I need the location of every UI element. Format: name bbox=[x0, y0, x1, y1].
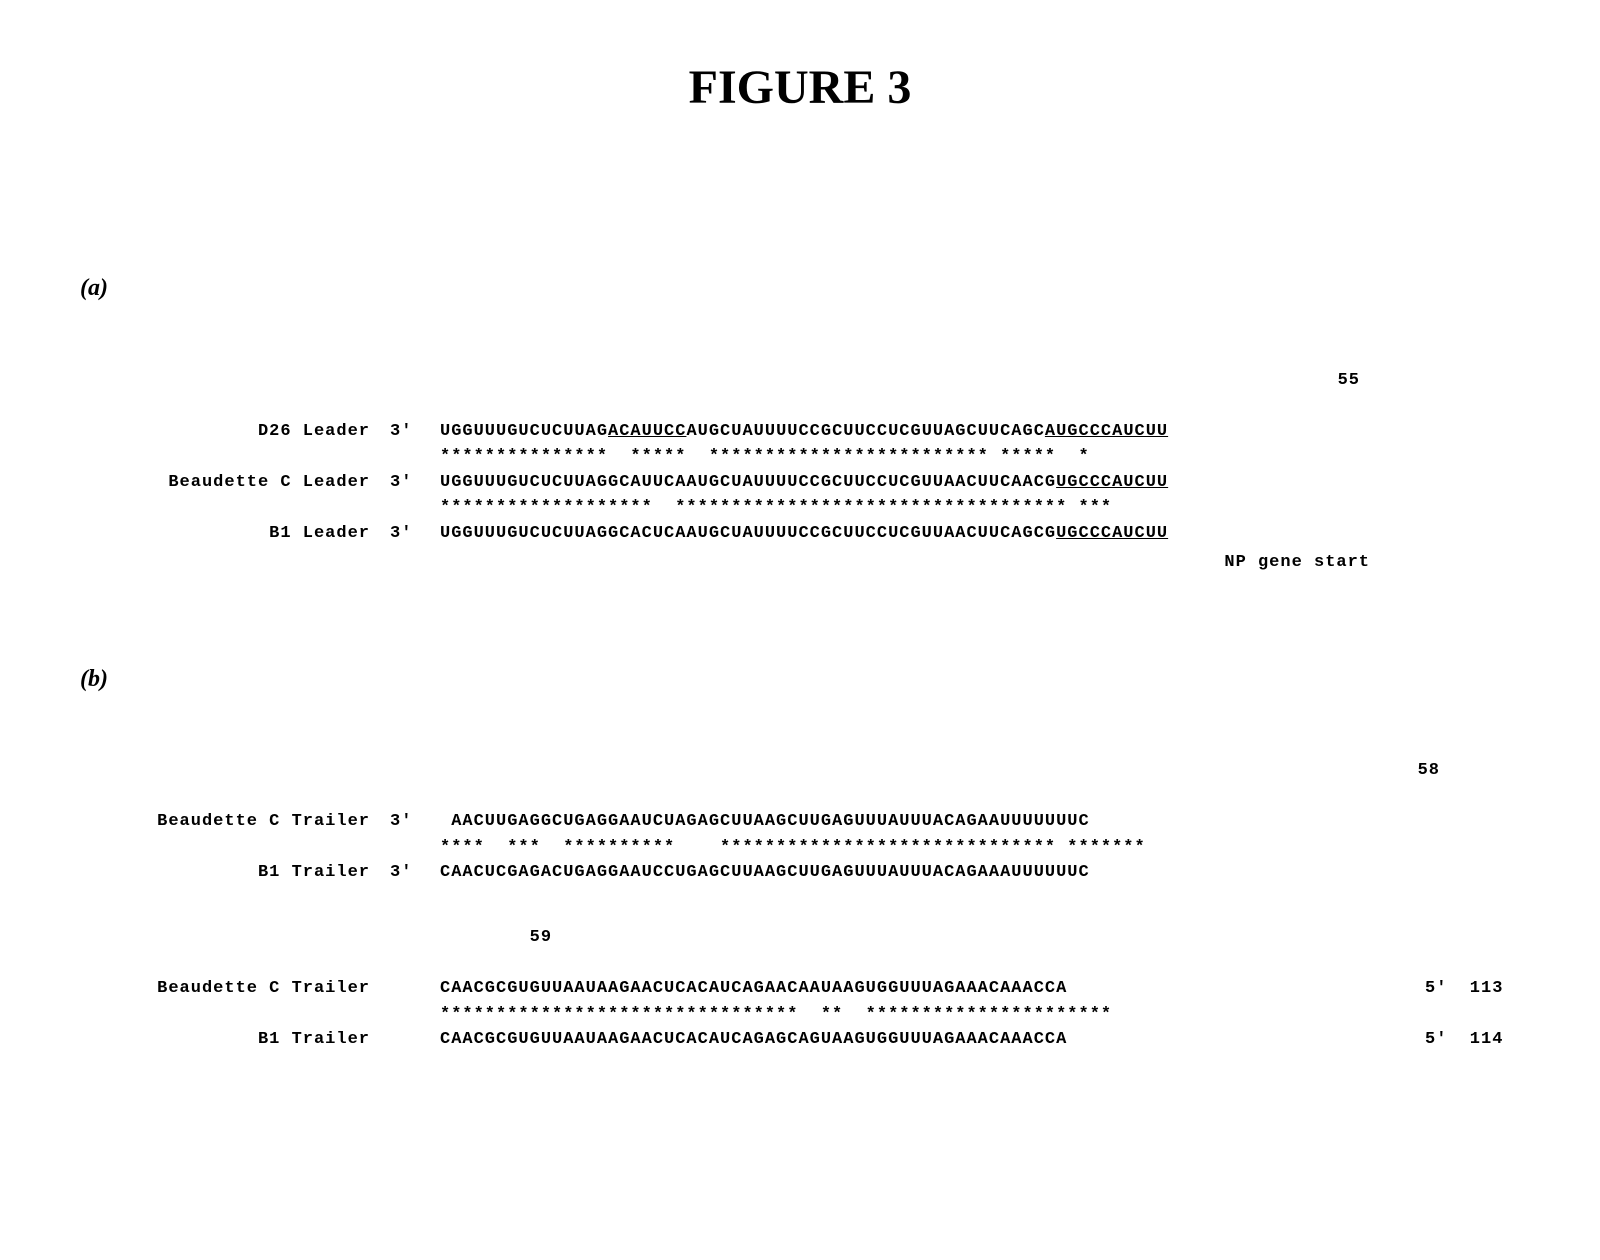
pos-marker-b-top: 58 bbox=[1418, 761, 1440, 780]
seq-row: D26 Leader 3' UGGUUUGUCUCUUAGACAUUCCAUGC… bbox=[80, 419, 1520, 445]
seq-end: 3' bbox=[390, 860, 440, 886]
match-row: ******************************** ** ****… bbox=[80, 1002, 1520, 1028]
pos-marker-row: 58 bbox=[80, 733, 1520, 810]
seq-text: AACUUGAGGCUGAGGAAUCUAGAGCUUAAGCUUGAGUUUA… bbox=[440, 809, 1520, 835]
panel-a: (a) 55 D26 Leader 3' UGGUUUGUCUCUUAGACAU… bbox=[80, 275, 1520, 576]
match-text: **** *** ********** ********************… bbox=[440, 835, 1520, 861]
seq-tail: 5' 113 bbox=[1410, 976, 1520, 1002]
seq-text: CAACUCGAGACUGAGGAAUCCUGAGCUUAAGCUUGAGUUU… bbox=[440, 860, 1520, 886]
panel-a-alignment: 55 D26 Leader 3' UGGUUUGUCUCUUAGACAUUCCA… bbox=[80, 342, 1520, 576]
match-text: ******************* ********************… bbox=[440, 495, 1520, 521]
seq-label: Beaudette C Leader bbox=[80, 470, 390, 496]
seq-end: 3' bbox=[390, 809, 440, 835]
seq-end: 3' bbox=[390, 419, 440, 445]
seq-label: B1 Leader bbox=[80, 521, 390, 547]
seq-text: CAACGCGUGUUAAUAAGAACUCACAUCAGAGCAGUAAGUG… bbox=[440, 1027, 1410, 1053]
match-row: ******************* ********************… bbox=[80, 495, 1520, 521]
panel-b-label: (b) bbox=[80, 666, 1520, 693]
seq-text: CAACGCGUGUUAAUAAGAACUCACAUCAGAACAAUAAGUG… bbox=[440, 976, 1410, 1002]
seq-tail: 5' 114 bbox=[1410, 1027, 1520, 1053]
seq-end: 3' bbox=[390, 521, 440, 547]
seq-text: UGGUUUGUCUCUUAGGCACUCAAUGCUAUUUUCCGCUUCC… bbox=[440, 521, 1520, 547]
match-text: *************** ***** ******************… bbox=[440, 444, 1520, 470]
pos-marker-a: 55 bbox=[1338, 371, 1360, 390]
seq-row: Beaudette C Leader 3' UGGUUUGUCUCUUAGGCA… bbox=[80, 470, 1520, 496]
seq-label: B1 Trailer bbox=[80, 860, 390, 886]
seq-row: B1 Trailer CAACGCGUGUUAAUAAGAACUCACAUCAG… bbox=[80, 1027, 1520, 1053]
seq-label: D26 Leader bbox=[80, 419, 390, 445]
seq-row: Beaudette C Trailer CAACGCGUGUUAAUAAGAAC… bbox=[80, 976, 1520, 1002]
seq-label: B1 Trailer bbox=[80, 1027, 390, 1053]
pos-marker-row: 55 bbox=[80, 342, 1520, 419]
pos-marker-row: 59 bbox=[80, 900, 1520, 977]
seq-text: UGGUUUGUCUCUUAGGCAUUCAAUGCUAUUUUCCGCUUCC… bbox=[440, 470, 1520, 496]
seq-row: B1 Leader 3' UGGUUUGUCUCUUAGGCACUCAAUGCU… bbox=[80, 521, 1520, 547]
seq-row: B1 Trailer 3' CAACUCGAGACUGAGGAAUCCUGAGC… bbox=[80, 860, 1520, 886]
np-gene-note: NP gene start bbox=[80, 550, 1520, 576]
seq-row: Beaudette C Trailer 3' AACUUGAGGCUGAGGAA… bbox=[80, 809, 1520, 835]
seq-label: Beaudette C Trailer bbox=[80, 976, 390, 1002]
panel-b: (b) 58 Beaudette C Trailer 3' AACUUGAGGC… bbox=[80, 666, 1520, 1053]
figure-title: FIGURE 3 bbox=[80, 60, 1520, 115]
seq-label: Beaudette C Trailer bbox=[80, 809, 390, 835]
match-row: **** *** ********** ********************… bbox=[80, 835, 1520, 861]
panel-a-label: (a) bbox=[80, 275, 1520, 302]
seq-text: UGGUUUGUCUCUUAGACAUUCCAUGCUAUUUUCCGCUUCC… bbox=[440, 419, 1520, 445]
pos-marker-b-mid: 59 bbox=[530, 928, 552, 947]
panel-b-alignment: 58 Beaudette C Trailer 3' AACUUGAGGCUGAG… bbox=[80, 733, 1520, 1053]
seq-end: 3' bbox=[390, 470, 440, 496]
match-text: ******************************** ** ****… bbox=[440, 1002, 1520, 1028]
match-row: *************** ***** ******************… bbox=[80, 444, 1520, 470]
